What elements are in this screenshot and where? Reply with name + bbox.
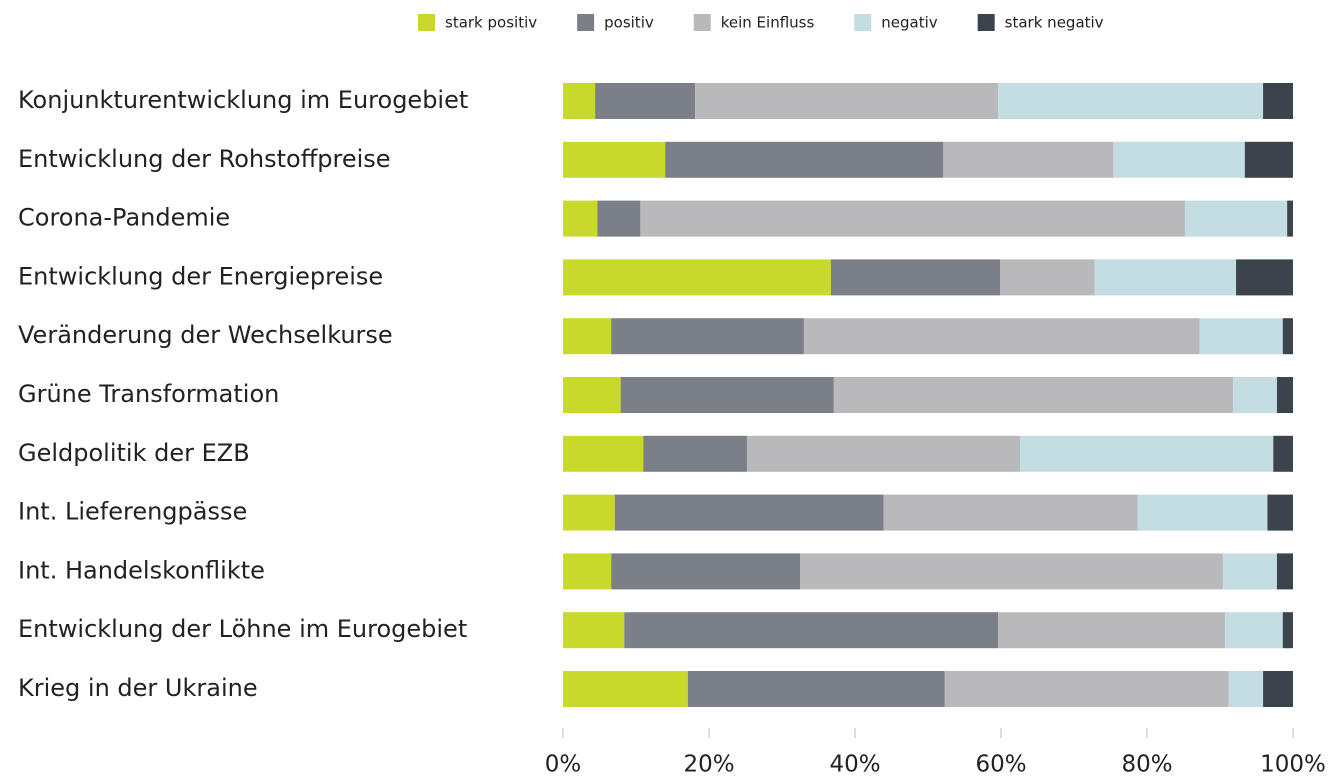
bar-segment: [1276, 553, 1293, 590]
x-tick-label: 20%: [683, 752, 734, 778]
x-tick-label: 40%: [829, 752, 880, 778]
category-label: Grüne Transformation: [18, 380, 279, 408]
bar-segment: [1244, 141, 1293, 178]
bar-segment: [1236, 259, 1293, 296]
x-tick-label: 60%: [975, 752, 1026, 778]
bar-segment: [643, 435, 747, 472]
category-label: Krieg in der Ukraine: [18, 674, 258, 702]
bar-segment: [563, 435, 644, 472]
bar-segment: [1263, 671, 1293, 707]
bar-segment: [563, 494, 615, 531]
bar-segment: [1282, 612, 1293, 649]
bar-segment: [1000, 259, 1095, 296]
bar-segment: [563, 141, 666, 178]
legend-swatch: [854, 14, 872, 31]
bar-segment: [563, 671, 688, 707]
category-label: Int. Handelskonflikte: [18, 556, 265, 584]
legend-swatch: [693, 14, 711, 31]
bar-segment: [998, 83, 1264, 119]
category-label: Entwicklung der Energiepreise: [18, 262, 383, 290]
category-label: Entwicklung der Rohstoffpreise: [18, 145, 391, 173]
bar-segment: [563, 612, 625, 649]
bar-segment: [563, 553, 612, 590]
legend-label: negativ: [881, 14, 937, 32]
bar-segment: [1019, 435, 1274, 472]
bar-segment: [1184, 200, 1288, 237]
bar-segment: [1094, 259, 1237, 296]
bar-segment: [943, 141, 1114, 178]
bar-segment: [563, 200, 598, 237]
category-label: Corona-Pandemie: [18, 204, 230, 232]
legend-swatch: [418, 14, 435, 31]
bar-segment: [1276, 377, 1293, 413]
bar-segment: [687, 671, 945, 707]
bar-segment: [563, 83, 596, 119]
category-label: Konjunkturentwicklung im Eurogebiet: [18, 86, 468, 114]
x-tick-label: 0%: [545, 752, 582, 778]
bar-segment: [695, 83, 999, 119]
bar-segment: [563, 377, 621, 413]
bar-segment: [563, 318, 612, 355]
bar-segment: [1282, 318, 1293, 355]
category-label: Geldpolitik der EZB: [18, 439, 250, 467]
bar-segment: [665, 141, 944, 178]
bar-segment: [640, 200, 1185, 237]
bar-segment: [1225, 612, 1283, 649]
bar-segment: [746, 435, 1020, 472]
bar-segment: [1233, 377, 1277, 413]
bar-segment: [611, 553, 801, 590]
x-tick-label: 80%: [1121, 752, 1172, 778]
legend-label: positiv: [604, 14, 654, 32]
bar-segment: [1137, 494, 1268, 531]
bar-segment: [563, 259, 831, 296]
category-label: Veränderung der Wechselkurse: [18, 321, 393, 349]
legend-swatch: [577, 14, 595, 31]
bar-segment: [624, 612, 999, 649]
bar-segment: [614, 494, 884, 531]
x-tick-label: 100%: [1260, 752, 1326, 778]
legend-label: kein Einfluss: [721, 14, 815, 32]
bar-segment: [833, 377, 1234, 413]
bar-segment: [1263, 83, 1293, 119]
legend-swatch: [977, 14, 995, 31]
category-label: Entwicklung der Löhne im Eurogebiet: [18, 615, 467, 643]
bar-segment: [944, 671, 1229, 707]
bar-segment: [1273, 435, 1293, 472]
bar-segment: [595, 83, 696, 119]
legend-label: stark negativ: [1005, 14, 1104, 32]
category-label: Int. Lieferengpässe: [18, 498, 247, 526]
bar-segment: [830, 259, 1001, 296]
bar-segment: [883, 494, 1138, 531]
bar-segment: [1222, 553, 1277, 590]
bar-segment: [1287, 200, 1293, 237]
bar-segment: [1267, 494, 1293, 531]
bar-segment: [620, 377, 834, 413]
bar-segment: [1228, 671, 1264, 707]
bar-segment: [611, 318, 804, 355]
bar-segment: [597, 200, 641, 237]
bar-segment: [1199, 318, 1283, 355]
bar-segment: [803, 318, 1200, 355]
legend-label: stark positiv: [445, 14, 537, 32]
bar-segment: [1113, 141, 1245, 178]
bar-segment: [998, 612, 1226, 649]
bar-segment: [800, 553, 1223, 590]
